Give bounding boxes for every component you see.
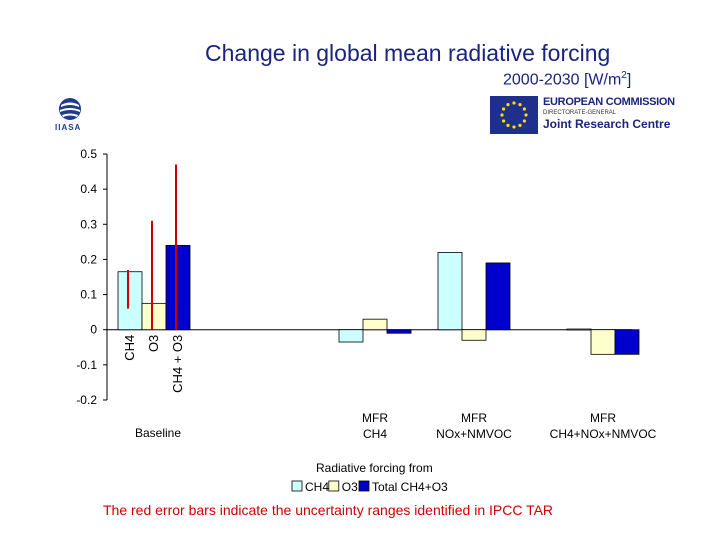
bar-total-ch4-o3 [614, 329, 640, 355]
eu-flag-icon [490, 96, 538, 134]
iiasa-logo-text: IIASA [55, 123, 82, 132]
jrc-name: Joint Research Centre [543, 117, 671, 131]
iiasa-logo: IIASA [55, 96, 85, 136]
x-category-label: MFR [362, 411, 388, 425]
bar-o3 [590, 329, 616, 355]
y-tick-label: 0.2 [80, 252, 97, 266]
bar-ch4 [437, 251, 463, 331]
legend-title: Radiative forcing from [316, 461, 433, 475]
x-category-label: NOx+NMVOC [436, 427, 512, 441]
bar-total-ch4-o3 [485, 262, 511, 331]
x-category-label: MFR [590, 411, 616, 425]
subtitle-prefix: 2000-2030 [W/m [503, 71, 622, 89]
subtitle-superscript: 2 [621, 70, 627, 81]
x-category-label: Baseline [135, 426, 181, 440]
y-tick-label: 0.5 [80, 147, 97, 161]
y-tick-label: 0.3 [80, 217, 97, 231]
bar-o3 [141, 302, 167, 331]
bar-o3 [362, 318, 388, 331]
subtitle-suffix: ] [626, 71, 632, 89]
legend-swatch [328, 480, 340, 492]
y-tick-label: 0.4 [80, 182, 97, 196]
y-tick-label: 0 [90, 323, 97, 337]
x-category-label: MFR [461, 411, 487, 425]
legend-swatch [358, 480, 370, 492]
x-category-label: CH4+NOx+NMVOC [550, 427, 657, 441]
eu-stars-icon [500, 101, 528, 129]
chart-title: Change in global mean radiative forcing [205, 40, 611, 66]
bar-rotated-label: CH4 [122, 335, 137, 361]
legend-label: Total CH4+O3 [372, 480, 448, 494]
bar-ch4 [338, 329, 364, 343]
bar-rotated-label: O3 [146, 335, 161, 352]
y-tick-label: -0.2 [76, 393, 97, 407]
bar-rotated-label: CH4 + O3 [170, 335, 185, 393]
legend-label: CH4 [305, 480, 329, 494]
y-tick-label: 0.1 [80, 288, 97, 302]
bar-ch4 [117, 271, 143, 331]
ec-name: EUROPEAN COMMISSION [543, 96, 675, 108]
bar-ch4 [566, 328, 592, 331]
footer-note: The red error bars indicate the uncertai… [103, 502, 554, 518]
legend-swatch [291, 480, 303, 492]
ec-jrc-logo: EUROPEAN COMMISSION DIRECTORATE-GENERAL … [490, 96, 680, 136]
x-category-label: CH4 [363, 427, 387, 441]
bar-total-ch4-o3 [165, 244, 191, 331]
bar-o3 [461, 329, 487, 341]
chart-subtitle: 2000-2030 [W/m2] [503, 70, 631, 89]
legend-label: O3 [342, 480, 358, 494]
bar-total-ch4-o3 [386, 329, 412, 334]
ec-directorate: DIRECTORATE-GENERAL [543, 110, 617, 116]
y-tick-label: -0.1 [76, 358, 97, 372]
iiasa-globe-icon [59, 98, 81, 120]
